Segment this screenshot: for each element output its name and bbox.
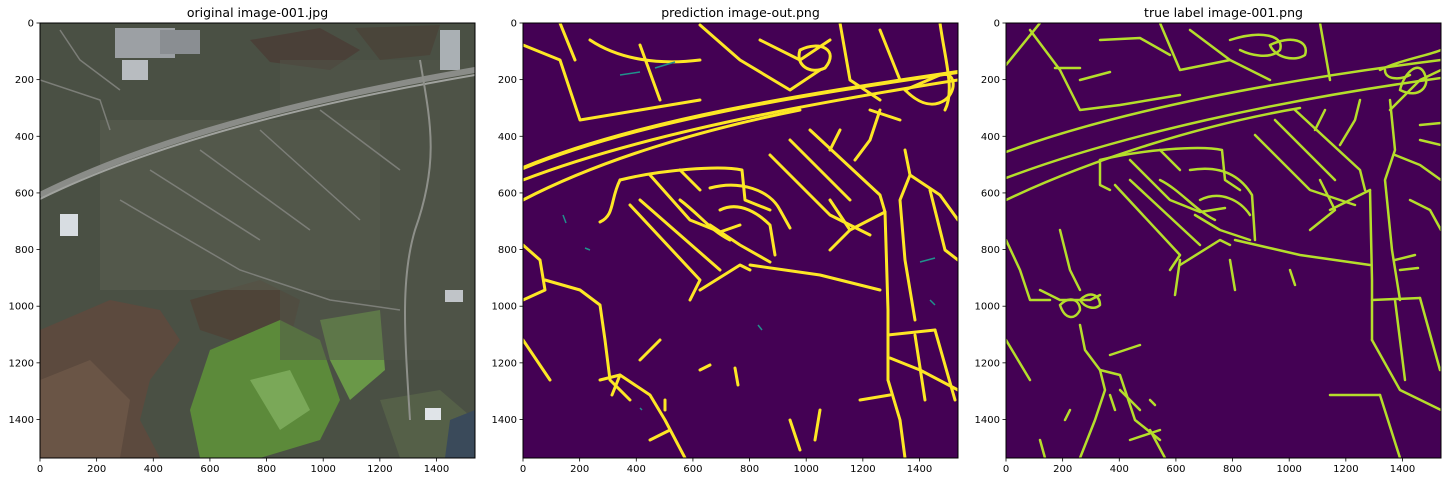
x-tick-label: 600 [200,464,219,475]
y-tick-label: 200 [15,75,34,86]
x-tick-label: 1400 [907,464,932,475]
x-tick-label: 800 [740,464,759,475]
x-tick-label: 600 [1166,464,1185,475]
axes-frame [1005,22,1442,459]
x-tick-label: 0 [37,464,43,475]
y-tick-label: 800 [15,245,34,256]
panel-title: original image-001.jpg [187,5,328,20]
axes-frame [39,22,476,459]
x-tick-label: 200 [570,464,589,475]
y-tick-label: 1000 [975,302,1000,313]
y-tick-label: 1200 [492,358,517,369]
y-tick-label: 1400 [492,415,517,426]
panel-title: true label image-001.png [1144,5,1303,20]
axis-ticks: 0 200 400 600 800 1000 1200 1400 0 200 400 600 800 10… [9,19,450,476]
y-tick-label: 1000 [492,302,517,313]
y-tick-label: 1200 [975,358,1000,369]
y-tick-label: 200 [981,75,1000,86]
panel-title: prediction image-out.png [661,5,820,20]
y-tick-label: 0 [994,19,1000,30]
x-tick-label: 400 [1110,464,1129,475]
x-tick-label: 1200 [367,464,392,475]
y-tick-label: 400 [498,132,517,143]
y-tick-label: 200 [498,75,517,86]
x-tick-label: 200 [1053,464,1072,475]
y-tick-label: 0 [511,19,517,30]
y-tick-label: 400 [15,132,34,143]
x-tick-label: 1400 [424,464,449,475]
y-tick-label: 800 [498,245,517,256]
x-tick-label: 1000 [1276,464,1301,475]
y-tick-label: 600 [981,188,1000,199]
x-tick-label: 1400 [1390,464,1415,475]
x-tick-label: 400 [144,464,163,475]
panel-prediction: prediction image-out.png [492,5,959,476]
x-tick-label: 600 [683,464,702,475]
y-tick-label: 800 [981,245,1000,256]
x-tick-label: 200 [87,464,106,475]
x-tick-label: 800 [1223,464,1242,475]
true-label-mask [1006,23,1441,458]
y-tick-label: 600 [498,188,517,199]
y-tick-label: 1200 [9,358,34,369]
prediction-mask [523,23,958,458]
y-tick-label: 0 [28,19,34,30]
axis-ticks: 0 200 400 600 800 1000 1200 1400 0 200 400 600 800 10… [492,19,933,476]
axis-ticks: 0 200 400 600 800 1000 1200 1400 0 200 400 600 800 10… [975,19,1416,476]
x-tick-label: 0 [520,464,526,475]
y-tick-label: 1400 [9,415,34,426]
y-tick-label: 600 [15,188,34,199]
x-tick-label: 1000 [793,464,818,475]
y-tick-label: 400 [981,132,1000,143]
aerial-image [40,23,475,458]
x-tick-label: 1200 [1333,464,1358,475]
y-tick-label: 1400 [975,415,1000,426]
x-tick-label: 1000 [310,464,335,475]
x-tick-label: 800 [257,464,276,475]
axes-frame [522,22,959,459]
x-tick-label: 400 [627,464,646,475]
x-tick-label: 0 [1003,464,1009,475]
x-tick-label: 1200 [850,464,875,475]
panel-original: original image-001.jpg [9,5,476,476]
panel-true-label: true label image-001.png [975,5,1442,476]
y-tick-label: 1000 [9,302,34,313]
